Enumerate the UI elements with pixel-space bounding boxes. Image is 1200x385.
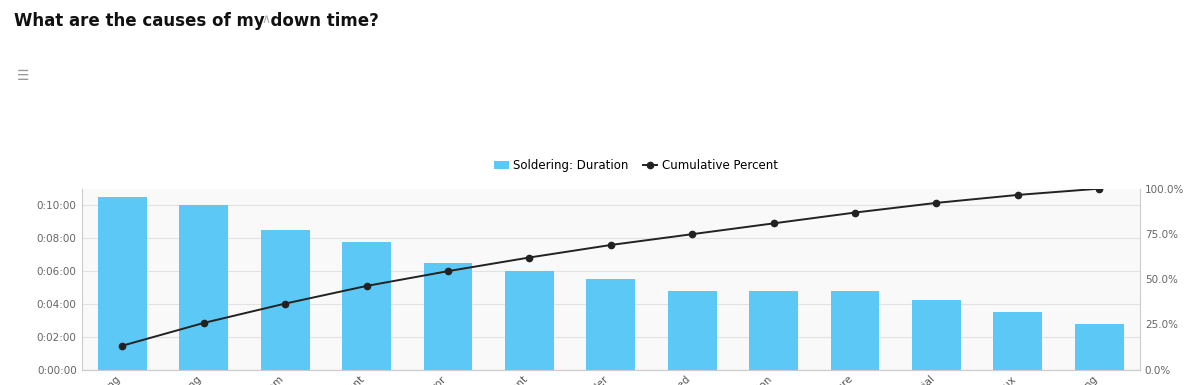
Bar xyxy=(749,291,798,370)
Bar xyxy=(994,312,1043,370)
Text: ☰: ☰ xyxy=(17,69,29,83)
Bar xyxy=(587,279,635,370)
Text: ∧: ∧ xyxy=(262,13,271,27)
Bar xyxy=(912,300,961,370)
Bar xyxy=(179,205,228,370)
Bar xyxy=(667,291,716,370)
Bar xyxy=(98,197,146,370)
Bar xyxy=(505,271,554,370)
Bar xyxy=(342,242,391,370)
Text: What are the causes of my down time?: What are the causes of my down time? xyxy=(14,12,379,30)
Bar xyxy=(1075,324,1123,370)
Legend: Soldering: Duration, Cumulative Percent: Soldering: Duration, Cumulative Percent xyxy=(490,154,782,177)
Bar xyxy=(830,291,880,370)
Bar xyxy=(424,263,473,370)
Bar xyxy=(260,230,310,370)
